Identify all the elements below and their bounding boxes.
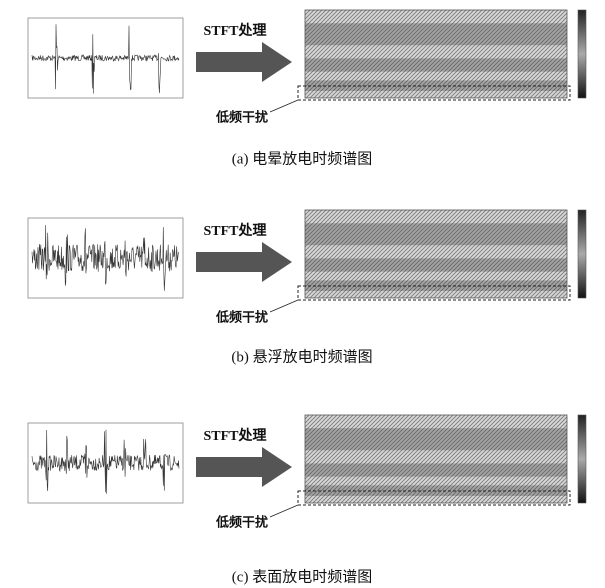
colorbar	[578, 210, 586, 298]
caption: (c) 表面放电时频谱图	[232, 568, 372, 585]
interference-label: 低频干扰	[215, 515, 268, 531]
step-label: STFT处理	[203, 427, 266, 444]
colorbar	[578, 415, 586, 503]
caption: (b) 悬浮放电时频谱图	[231, 348, 372, 365]
colorbar	[578, 10, 586, 98]
figure: STFT处理低频干扰(a) 电晕放电时频谱图STFT处理低频干扰(b) 悬浮放电…	[0, 0, 605, 588]
leader-line	[270, 100, 298, 112]
arrow	[196, 447, 292, 487]
spectrogram-band	[305, 258, 567, 271]
step-label: STFT处理	[203, 22, 266, 39]
arrow	[196, 42, 292, 82]
arrow	[196, 242, 292, 282]
leader-line	[270, 300, 298, 312]
step-label: STFT处理	[203, 222, 266, 239]
interference-label: 低频干扰	[215, 110, 268, 126]
interference-label: 低频干扰	[215, 310, 268, 326]
spectrogram-band	[305, 223, 567, 245]
spectrogram-band	[305, 428, 567, 450]
spectrogram-band	[305, 463, 567, 476]
spectrogram-band	[305, 23, 567, 45]
leader-line	[270, 505, 298, 517]
caption: (a) 电晕放电时频谱图	[232, 150, 372, 167]
spectrogram-band	[305, 58, 567, 71]
